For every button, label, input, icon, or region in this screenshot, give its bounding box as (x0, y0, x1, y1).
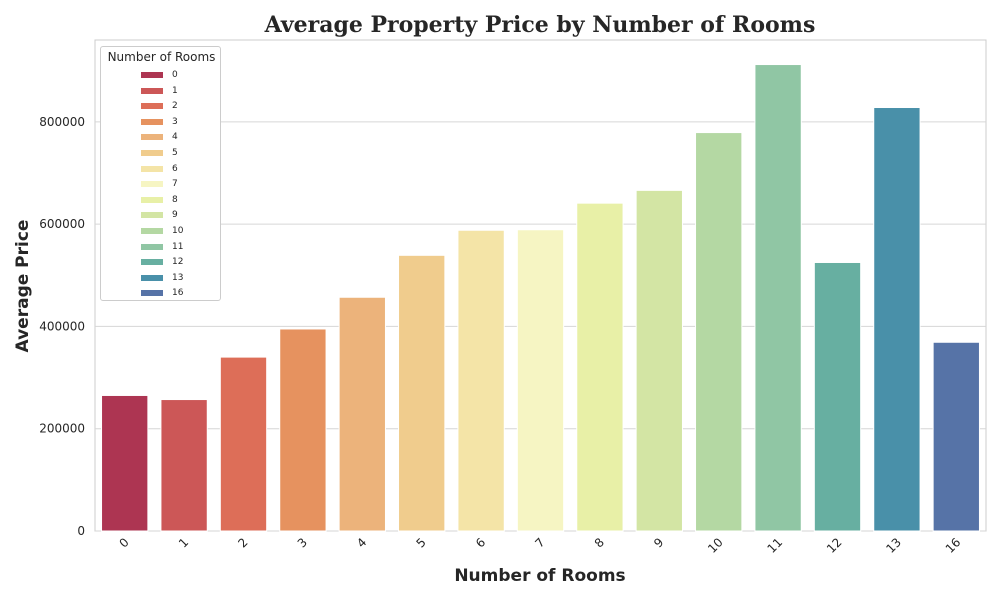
x-tick-label: 1 (176, 535, 191, 550)
legend-label: 13 (172, 272, 184, 283)
bar-rooms-11 (754, 64, 802, 532)
legend-label: 5 (172, 148, 178, 158)
x-tick-label: 9 (651, 535, 666, 550)
x-tick-label: 2 (235, 535, 250, 550)
bar-rooms-0 (101, 394, 149, 532)
legend-swatch (141, 196, 163, 203)
legend-label: 4 (172, 132, 178, 143)
legend-label: 10 (172, 226, 184, 236)
x-tick-label: 12 (824, 535, 845, 556)
bar-rooms-10 (695, 132, 743, 532)
legend-swatch (141, 259, 163, 266)
y-tick-label: 800000 (39, 115, 85, 129)
legend-swatch (141, 150, 163, 156)
y-tick-label: 0 (77, 524, 85, 538)
bar-rooms-6 (457, 229, 505, 532)
legend-swatch (141, 118, 163, 125)
legend-swatch (141, 87, 163, 94)
x-tick-label: 16 (943, 535, 964, 556)
legend-swatch (141, 181, 163, 188)
legend-swatch (141, 165, 163, 172)
legend-swatch (141, 243, 163, 250)
x-tick-label: 6 (473, 535, 488, 550)
x-tick-label: 4 (354, 535, 369, 550)
y-tick-label: 200000 (39, 422, 85, 436)
legend-swatch (141, 212, 163, 219)
bar-rooms-1 (160, 399, 208, 532)
x-tick-label: 5 (414, 535, 429, 550)
x-tick-label: 7 (532, 535, 547, 550)
bar-rooms-8 (576, 202, 624, 532)
bar-rooms-7 (516, 229, 565, 532)
legend-label: 16 (172, 288, 184, 299)
bar-rooms-3 (279, 328, 327, 532)
legend-swatch (141, 72, 163, 78)
bars (101, 64, 980, 532)
y-tick-label: 400000 (39, 319, 85, 333)
bar-rooms-2 (219, 356, 268, 532)
bar-rooms-16 (932, 341, 980, 532)
bar-rooms-13 (873, 107, 921, 532)
x-tick-label: 13 (883, 535, 904, 556)
x-tick-label: 0 (117, 535, 132, 550)
legend-swatch (141, 274, 163, 281)
x-tick-label: 10 (705, 535, 726, 556)
x-axis-ticks: 0 1 2 3 4 5 6 7 8 9 10 11 12 13 16 (117, 535, 964, 556)
bar-rooms-4 (338, 296, 386, 532)
legend-swatch (141, 290, 163, 297)
chart-title: Average Property Price by Number of Room… (264, 12, 816, 38)
y-axis-ticks: 0 200000 400000 600000 800000 (39, 115, 85, 538)
legend-swatch (141, 134, 163, 141)
bar-rooms-12 (813, 261, 862, 532)
y-axis-label: Average Price (13, 220, 33, 353)
legend-label: 9 (172, 210, 178, 221)
bar-rooms-5 (398, 254, 446, 532)
x-tick-label: 11 (765, 535, 786, 556)
legend-swatch (141, 103, 163, 110)
x-tick-label: 8 (592, 535, 607, 550)
legend-label: 3 (172, 116, 178, 127)
legend-title: Number of Rooms (107, 50, 216, 64)
bar-rooms-9 (635, 189, 683, 532)
legend-label: 0 (172, 70, 178, 80)
legend-label: 6 (172, 163, 178, 174)
legend: Number of Rooms 0 1 2 3 4 5 6 7 8 9 10 11 12 13 16 (100, 46, 221, 301)
legend-swatch (141, 228, 163, 234)
x-axis-label: Number of Rooms (454, 566, 625, 586)
legend-label: 2 (172, 101, 178, 112)
legend-label: 12 (172, 257, 184, 268)
legend-label: 8 (172, 194, 178, 205)
legend-label: 11 (172, 241, 184, 252)
legend-label: 7 (172, 179, 178, 190)
x-tick-label: 3 (295, 535, 310, 550)
y-tick-label: 600000 (39, 217, 85, 231)
legend-label: 1 (172, 85, 178, 96)
